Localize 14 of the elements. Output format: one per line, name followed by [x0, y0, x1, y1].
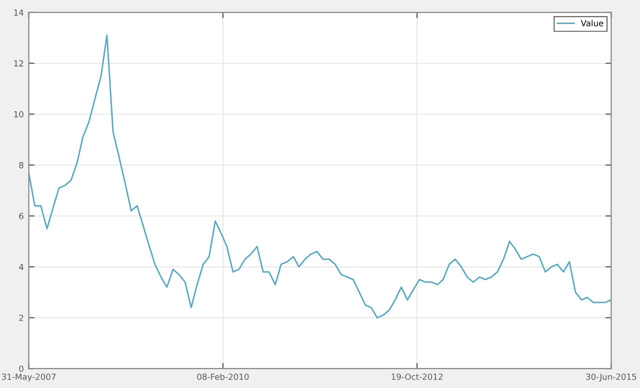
- y-tick-label: 10: [14, 111, 24, 118]
- y-tick-label: 4: [19, 264, 24, 270]
- legend-label: Value: [580, 20, 604, 26]
- line-series: [28, 34, 612, 318]
- y-tick-label: 6: [19, 212, 24, 220]
- y-tick-label: 2: [19, 314, 24, 321]
- x-tick-label: 30-Jun-2015: [586, 374, 636, 382]
- x-tick-label: 31-May-2007: [2, 374, 56, 382]
- x-tick-label: 19-Oct-2012: [392, 374, 442, 380]
- y-tick-label: 0: [19, 366, 24, 372]
- x-tick-label: 08-Feb-2010: [197, 373, 249, 380]
- y-tick-label: 12: [14, 60, 24, 66]
- y-tick-label: 14: [14, 10, 24, 16]
- y-tick-label: 8: [19, 162, 24, 168]
